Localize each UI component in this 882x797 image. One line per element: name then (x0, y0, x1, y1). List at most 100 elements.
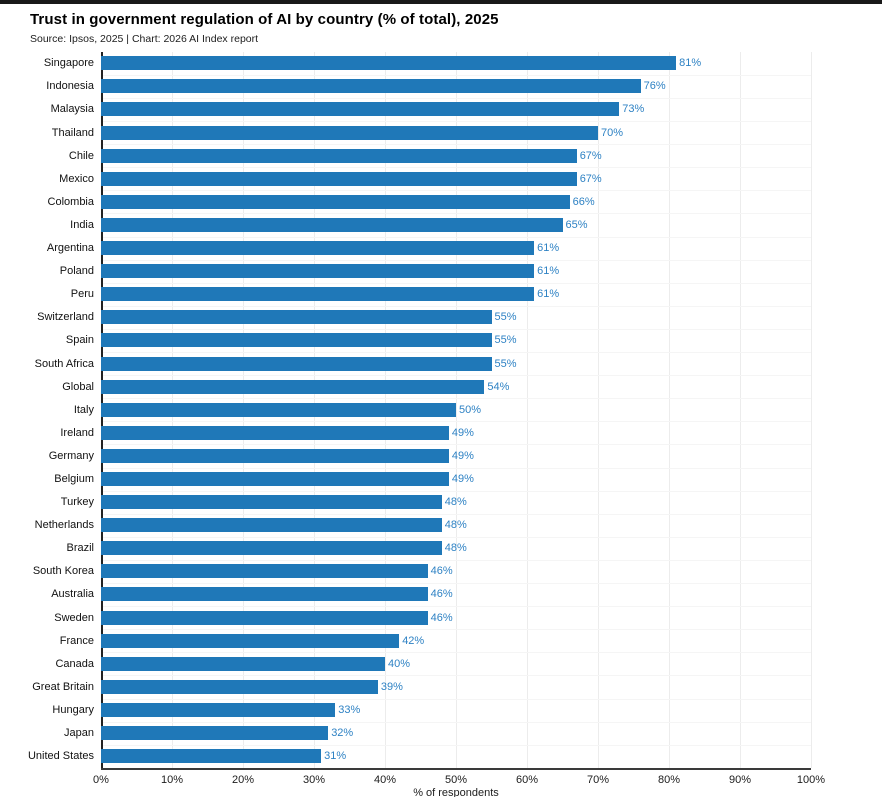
bar-row: Hungary 33% (0, 698, 882, 721)
bar-row: Netherlands 48% (0, 514, 882, 537)
bar (101, 356, 492, 371)
gridline-horizontal (101, 606, 811, 608)
bar-track: 46% (101, 583, 811, 606)
gridline-horizontal (101, 259, 811, 261)
gridline-horizontal (101, 583, 811, 585)
gridline-vertical (811, 51, 812, 768)
bar-value-label: 55% (494, 311, 517, 324)
bar (101, 679, 378, 694)
bar-track: 46% (101, 606, 811, 629)
bar-track: 67% (101, 144, 811, 167)
gridline-horizontal (101, 652, 811, 654)
bar-value-label: 31% (324, 750, 347, 763)
country-label: South Korea (32, 565, 94, 578)
bar-row: Canada 40% (0, 652, 882, 675)
gridline-horizontal (101, 190, 811, 192)
bar-row: Italy 50% (0, 398, 882, 421)
bar-track: 55% (101, 352, 811, 375)
x-axis-label: % of respondents (413, 786, 499, 797)
bar-track: 73% (101, 98, 811, 121)
bar-track: 70% (101, 121, 811, 144)
country-label: Thailand (51, 126, 94, 139)
country-label: Brazil (66, 542, 94, 555)
country-label: Germany (48, 449, 94, 462)
bar-value-label: 65% (565, 218, 588, 231)
bar (101, 264, 535, 279)
bar (101, 471, 449, 486)
bar-row: Global 54% (0, 375, 882, 398)
bar-value-label: 61% (537, 265, 560, 278)
bar-value-label: 70% (601, 126, 624, 139)
bar-rows: Singapore 81% Indonesia 76% Malaysia 73% Thail… (0, 52, 882, 768)
gridline-horizontal (101, 236, 811, 238)
bar-value-label: 55% (494, 334, 517, 347)
bar (101, 564, 428, 579)
bar-row: India 65% (0, 213, 882, 236)
gridline-horizontal (101, 97, 811, 99)
country-label: Switzerland (37, 311, 94, 324)
x-axis-line (101, 767, 811, 770)
gridline-horizontal (101, 305, 811, 307)
gridline-horizontal (101, 144, 811, 146)
bar-value-label: 81% (679, 57, 702, 70)
gridline-horizontal (101, 675, 811, 677)
bar-value-label: 55% (494, 357, 517, 370)
country-label: Hungary (52, 703, 94, 716)
bar-track: 61% (101, 260, 811, 283)
bar-row: Switzerland 55% (0, 306, 882, 329)
country-label: France (59, 634, 94, 647)
bar-track: 46% (101, 560, 811, 583)
country-label: Ireland (60, 426, 94, 439)
bar-value-label: 66% (572, 195, 595, 208)
bar-value-label: 32% (331, 727, 354, 740)
bar-track: 42% (101, 629, 811, 652)
bar-track: 65% (101, 213, 811, 236)
country-label: Chile (68, 149, 94, 162)
bar-track: 50% (101, 398, 811, 421)
gridline-vertical (598, 51, 599, 768)
country-label: Global (62, 380, 94, 393)
country-label: India (70, 218, 94, 231)
bar-track: 76% (101, 75, 811, 98)
bar (101, 448, 449, 463)
gridline-horizontal (101, 74, 811, 76)
gridline-horizontal (101, 698, 811, 700)
bar-row: Great Britain 39% (0, 675, 882, 698)
bar (101, 125, 598, 140)
bar (101, 79, 641, 94)
bar-value-label: 61% (537, 242, 560, 255)
country-label: Sweden (54, 611, 94, 624)
bar-row: Thailand 70% (0, 121, 882, 144)
bar (101, 633, 400, 648)
bar-row: South Africa 55% (0, 352, 882, 375)
x-tick-label: 90% (728, 773, 752, 786)
bar (101, 702, 336, 717)
bar-value-label: 49% (451, 426, 474, 439)
x-tick-label: 70% (586, 773, 610, 786)
bar (101, 749, 322, 764)
country-label: Turkey (60, 496, 94, 509)
bar-value-label: 49% (451, 449, 474, 462)
gridline-horizontal (101, 352, 811, 354)
bar-row: Chile 67% (0, 144, 882, 167)
bar-track: 81% (101, 52, 811, 75)
bar-track: 33% (101, 698, 811, 721)
top-border-bar (0, 0, 882, 4)
gridline-vertical (456, 51, 457, 768)
bar-row: United States 31% (0, 745, 882, 768)
bar (101, 241, 535, 256)
bar (101, 541, 442, 556)
bar-row: Turkey 48% (0, 491, 882, 514)
bar (101, 726, 329, 741)
bar-value-label: 46% (430, 588, 453, 601)
gridline-horizontal (101, 536, 811, 538)
gridline-horizontal (101, 213, 811, 215)
x-tick-label: 60% (515, 773, 539, 786)
bar-row: Poland 61% (0, 260, 882, 283)
x-tick-label: 50% (444, 773, 468, 786)
bar (101, 56, 677, 71)
bar (101, 171, 577, 186)
bar-value-label: 40% (388, 657, 411, 670)
bar-row: Australia 46% (0, 583, 882, 606)
gridline-horizontal (101, 398, 811, 400)
